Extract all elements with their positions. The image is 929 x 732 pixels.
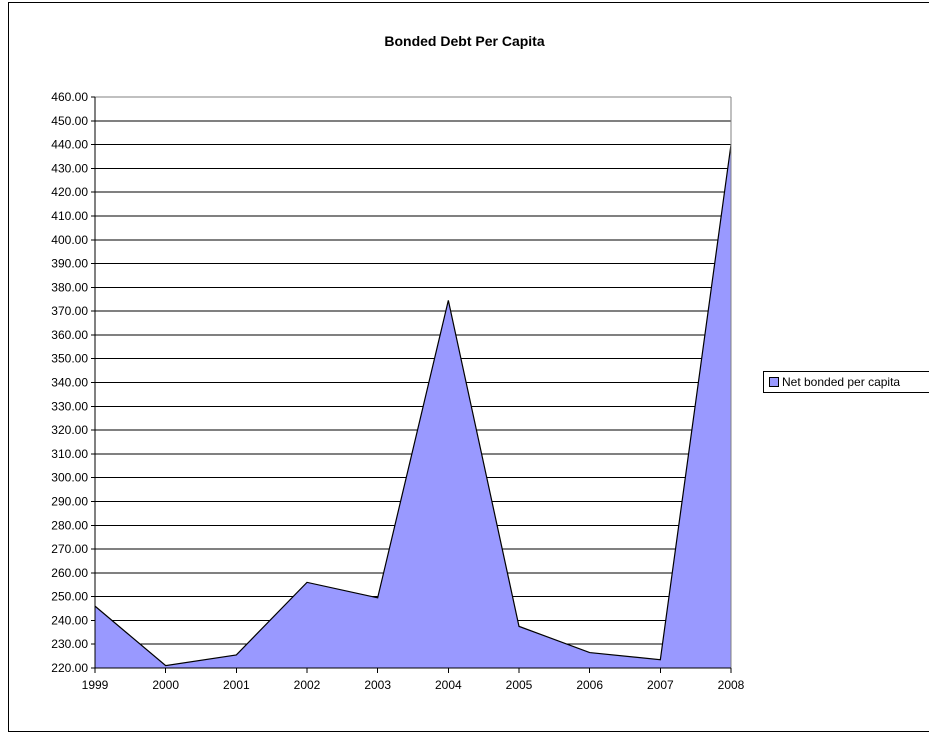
y-tick-label: 440.00 xyxy=(51,138,88,152)
y-tick-label: 450.00 xyxy=(51,114,88,128)
x-tick-label: 2003 xyxy=(364,678,391,692)
x-tick-label: 2001 xyxy=(223,678,250,692)
y-tick-label: 310.00 xyxy=(51,447,88,461)
y-tick-label: 370.00 xyxy=(51,304,88,318)
y-tick-label: 250.00 xyxy=(51,590,88,604)
y-tick-label: 360.00 xyxy=(51,328,88,342)
y-tick-label: 260.00 xyxy=(51,566,88,580)
legend-label: Net bonded per capita xyxy=(782,375,900,389)
plot-area: 220.00 230.00 240.00 250.00 260.00 270.00 280.… xyxy=(0,0,929,717)
y-tick-label: 380.00 xyxy=(51,280,88,294)
y-tick-label: 300.00 xyxy=(51,471,88,485)
y-tick-label: 410.00 xyxy=(51,209,88,223)
y-tick-label: 220.00 xyxy=(51,661,88,675)
x-tick-label: 2007 xyxy=(647,678,674,692)
y-tick-label: 400.00 xyxy=(51,233,88,247)
x-tick-label: 2005 xyxy=(506,678,533,692)
y-tick-label: 280.00 xyxy=(51,518,88,532)
y-tick-label: 420.00 xyxy=(51,185,88,199)
y-tick-label: 460.00 xyxy=(51,90,88,104)
y-tick-label: 320.00 xyxy=(51,423,88,437)
legend-swatch xyxy=(769,377,779,387)
y-tick-label: 290.00 xyxy=(51,494,88,508)
y-tick-label: 240.00 xyxy=(51,613,88,627)
x-tick-label: 2004 xyxy=(435,678,462,692)
x-tick-label: 1999 xyxy=(82,678,109,692)
x-tick-label: 2002 xyxy=(294,678,321,692)
y-tick-label: 330.00 xyxy=(51,399,88,413)
y-tick-label: 430.00 xyxy=(51,161,88,175)
y-tick-label: 270.00 xyxy=(51,542,88,556)
y-tick-label: 230.00 xyxy=(51,637,88,651)
legend: Net bonded per capita xyxy=(763,371,929,393)
y-tick-label: 350.00 xyxy=(51,352,88,366)
x-tick-label: 2006 xyxy=(576,678,603,692)
y-tick-label: 390.00 xyxy=(51,257,88,271)
x-tick-label: 2000 xyxy=(152,678,179,692)
y-tick-label: 340.00 xyxy=(51,376,88,390)
x-tick-label: 2008 xyxy=(718,678,745,692)
